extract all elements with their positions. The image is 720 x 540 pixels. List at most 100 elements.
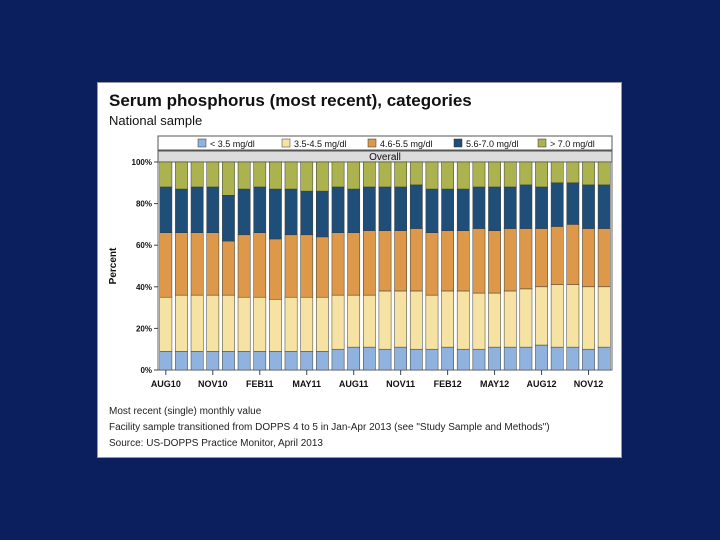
- y-tick-label-1: 20%: [136, 324, 152, 333]
- bar-segment-Sep10-2: [175, 294, 188, 352]
- stacked-bar-chart: < 3.5 mg/dl 3.5-4.5 mg/dl 4.6-5.5 mg/dl 5.6…: [108, 135, 613, 389]
- bar-segment-Sep10-4: [175, 188, 188, 233]
- legend-label-2: 3.5-4.5 mg/dl: [294, 139, 347, 149]
- bar-segment-Jan11-2: [237, 296, 251, 352]
- bar-segment-Dec10-2: [222, 294, 235, 352]
- bar-segment-Aug10-4: [159, 186, 173, 233]
- bar-segment-Jan12-5: [425, 161, 439, 190]
- bar-segment-Oct11-2: [378, 290, 392, 350]
- bar-segment-Aug11-2: [347, 294, 361, 348]
- bar-segment-Jun11-4: [316, 190, 329, 238]
- y-axis-title: Percent: [108, 247, 119, 284]
- bar-segment-Apr11-1: [284, 351, 298, 371]
- bar-segment-Apr12-4: [472, 186, 486, 229]
- bar-segment-May12-1: [488, 346, 501, 371]
- bar-segment-Dec11-5: [409, 161, 423, 186]
- x-tick-label-0: AUG10: [151, 379, 181, 389]
- footnote-source: Source: US-DOPPS Practice Monitor, April…: [109, 438, 323, 449]
- bar-segment-Mar11-2: [269, 299, 282, 352]
- bar-segment-Aug10-1: [159, 351, 173, 371]
- bar-segment-May12-2: [488, 292, 501, 348]
- bar-segment-Jan11-5: [237, 161, 251, 190]
- bar-segment-Oct11-4: [378, 186, 392, 231]
- bar-segment-Oct10-5: [190, 161, 204, 188]
- legend-label-4: 5.6-7.0 mg/dl: [466, 139, 519, 149]
- bar-segment-Feb11-4: [253, 186, 267, 233]
- y-tick-label-2: 40%: [136, 283, 152, 292]
- legend-label-1: < 3.5 mg/dl: [210, 139, 255, 149]
- bar-segment-Dec11-3: [409, 228, 423, 292]
- bar-segment-Mar12-4: [456, 188, 470, 231]
- bar-segment-Oct10-2: [190, 294, 204, 352]
- legend-swatch-4: [453, 138, 463, 148]
- bar-segment-Feb11-5: [253, 161, 267, 188]
- bar-segment-Jan11-4: [237, 188, 251, 236]
- bar-segment-Jan12-3: [425, 232, 439, 296]
- bar-segment-Jul11-2: [331, 294, 345, 350]
- bar-segment-May11-3: [300, 234, 314, 298]
- bar-segment-Nov10-5: [206, 161, 220, 188]
- bar-segment-Mar12-5: [456, 161, 470, 190]
- bar-segment-Aug12-5: [535, 161, 548, 188]
- bar-segment-Mar12-3: [456, 230, 470, 292]
- bar-segment-Nov11-2: [394, 290, 408, 348]
- bar-segment-Oct12-3: [566, 224, 580, 285]
- bar-segment-Oct11-5: [378, 161, 392, 188]
- bar-segment-Jul11-3: [331, 232, 345, 296]
- bar-segment-Oct10-1: [190, 351, 204, 371]
- bar-segment-Sep10-5: [175, 161, 188, 190]
- x-tick-label-7: MAY12: [480, 379, 509, 389]
- bar-segment-Sep11-3: [362, 230, 376, 296]
- bar-segment-Jul11-4: [331, 186, 345, 233]
- bar-segment-Sep12-5: [550, 161, 564, 184]
- x-tick-label-8: AUG12: [527, 379, 557, 389]
- bar-segment-Apr11-5: [284, 161, 298, 190]
- bar-segment-May12-4: [488, 186, 501, 231]
- bar-segment-Mar11-3: [269, 238, 282, 300]
- bar-segment-Sep10-3: [175, 232, 188, 296]
- bar-segment-Aug12-3: [535, 228, 548, 288]
- bar-segment-Nov12-3: [582, 228, 595, 288]
- bar-segment-Feb12-5: [441, 161, 454, 190]
- chart-subtitle: National sample: [109, 113, 203, 128]
- bar-segment-Nov10-2: [206, 294, 220, 352]
- bar-segment-May11-4: [300, 190, 314, 236]
- bar-segment-May11-2: [300, 296, 314, 352]
- x-tick-label-5: NOV11: [386, 379, 415, 389]
- y-tick-label-4: 80%: [136, 200, 152, 209]
- chart-title: Serum phosphorus (most recent), categori…: [109, 91, 472, 110]
- bar-segment-Jun12-3: [503, 228, 517, 292]
- bar-segment-Mar12-2: [456, 290, 470, 350]
- bar-segment-Jan12-1: [425, 348, 439, 371]
- bar-segment-Dec12-1: [597, 346, 611, 371]
- bar-segment-Apr12-5: [472, 161, 486, 188]
- bar-segment-Dec10-3: [222, 240, 235, 296]
- bar-segment-Jun11-1: [316, 351, 329, 371]
- bar-segment-Jul12-2: [519, 288, 533, 348]
- bar-segment-Jan12-2: [425, 294, 439, 350]
- bar-segment-Oct12-2: [566, 284, 580, 348]
- bar-segment-Mar11-5: [269, 161, 282, 190]
- bar-segment-Feb12-4: [441, 188, 454, 231]
- bar-segment-Nov12-2: [582, 286, 595, 350]
- bar-segment-Jan12-4: [425, 188, 439, 233]
- bar-segment-Jan11-1: [237, 351, 251, 371]
- bar-segment-Feb11-2: [253, 296, 267, 352]
- bar-segment-Jun11-2: [316, 296, 329, 352]
- y-tick-label-3: 60%: [136, 241, 152, 250]
- bar-segment-Sep12-3: [550, 226, 564, 285]
- bar-segment-Oct12-1: [566, 346, 580, 371]
- bar-segment-Feb12-3: [441, 230, 454, 292]
- bar-segment-Jun12-4: [503, 186, 517, 229]
- footnote-measure: Most recent (single) monthly value: [109, 406, 262, 417]
- bar-segment-Sep11-1: [362, 346, 376, 371]
- bar-segment-Jun12-1: [503, 346, 517, 371]
- bar-segment-Sep11-4: [362, 186, 376, 231]
- bar-segment-Oct10-3: [190, 232, 204, 296]
- bar-segment-Aug12-2: [535, 286, 548, 346]
- bar-segment-Nov12-5: [582, 161, 595, 186]
- bar-segment-Sep11-5: [362, 161, 376, 188]
- legend-box: [157, 135, 613, 151]
- legend-swatch-1: [197, 138, 207, 148]
- bar-segment-Mar12-1: [456, 348, 470, 371]
